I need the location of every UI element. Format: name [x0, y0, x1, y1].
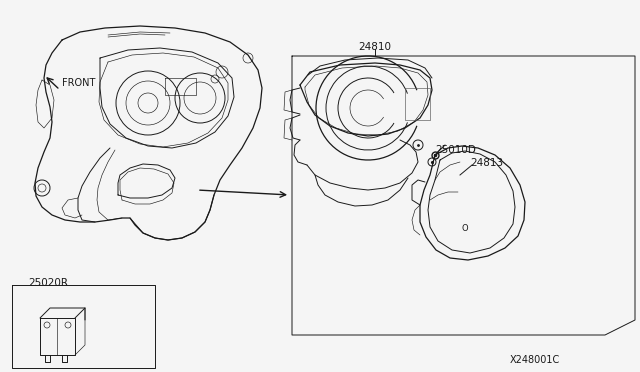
Text: FRONT: FRONT — [62, 78, 95, 88]
Text: 24813: 24813 — [470, 158, 503, 168]
Text: 25020R: 25020R — [28, 278, 68, 288]
Text: X248001C: X248001C — [509, 355, 560, 365]
Text: 24810: 24810 — [358, 42, 391, 52]
Text: 25010D: 25010D — [435, 145, 476, 155]
Text: O: O — [461, 224, 468, 232]
